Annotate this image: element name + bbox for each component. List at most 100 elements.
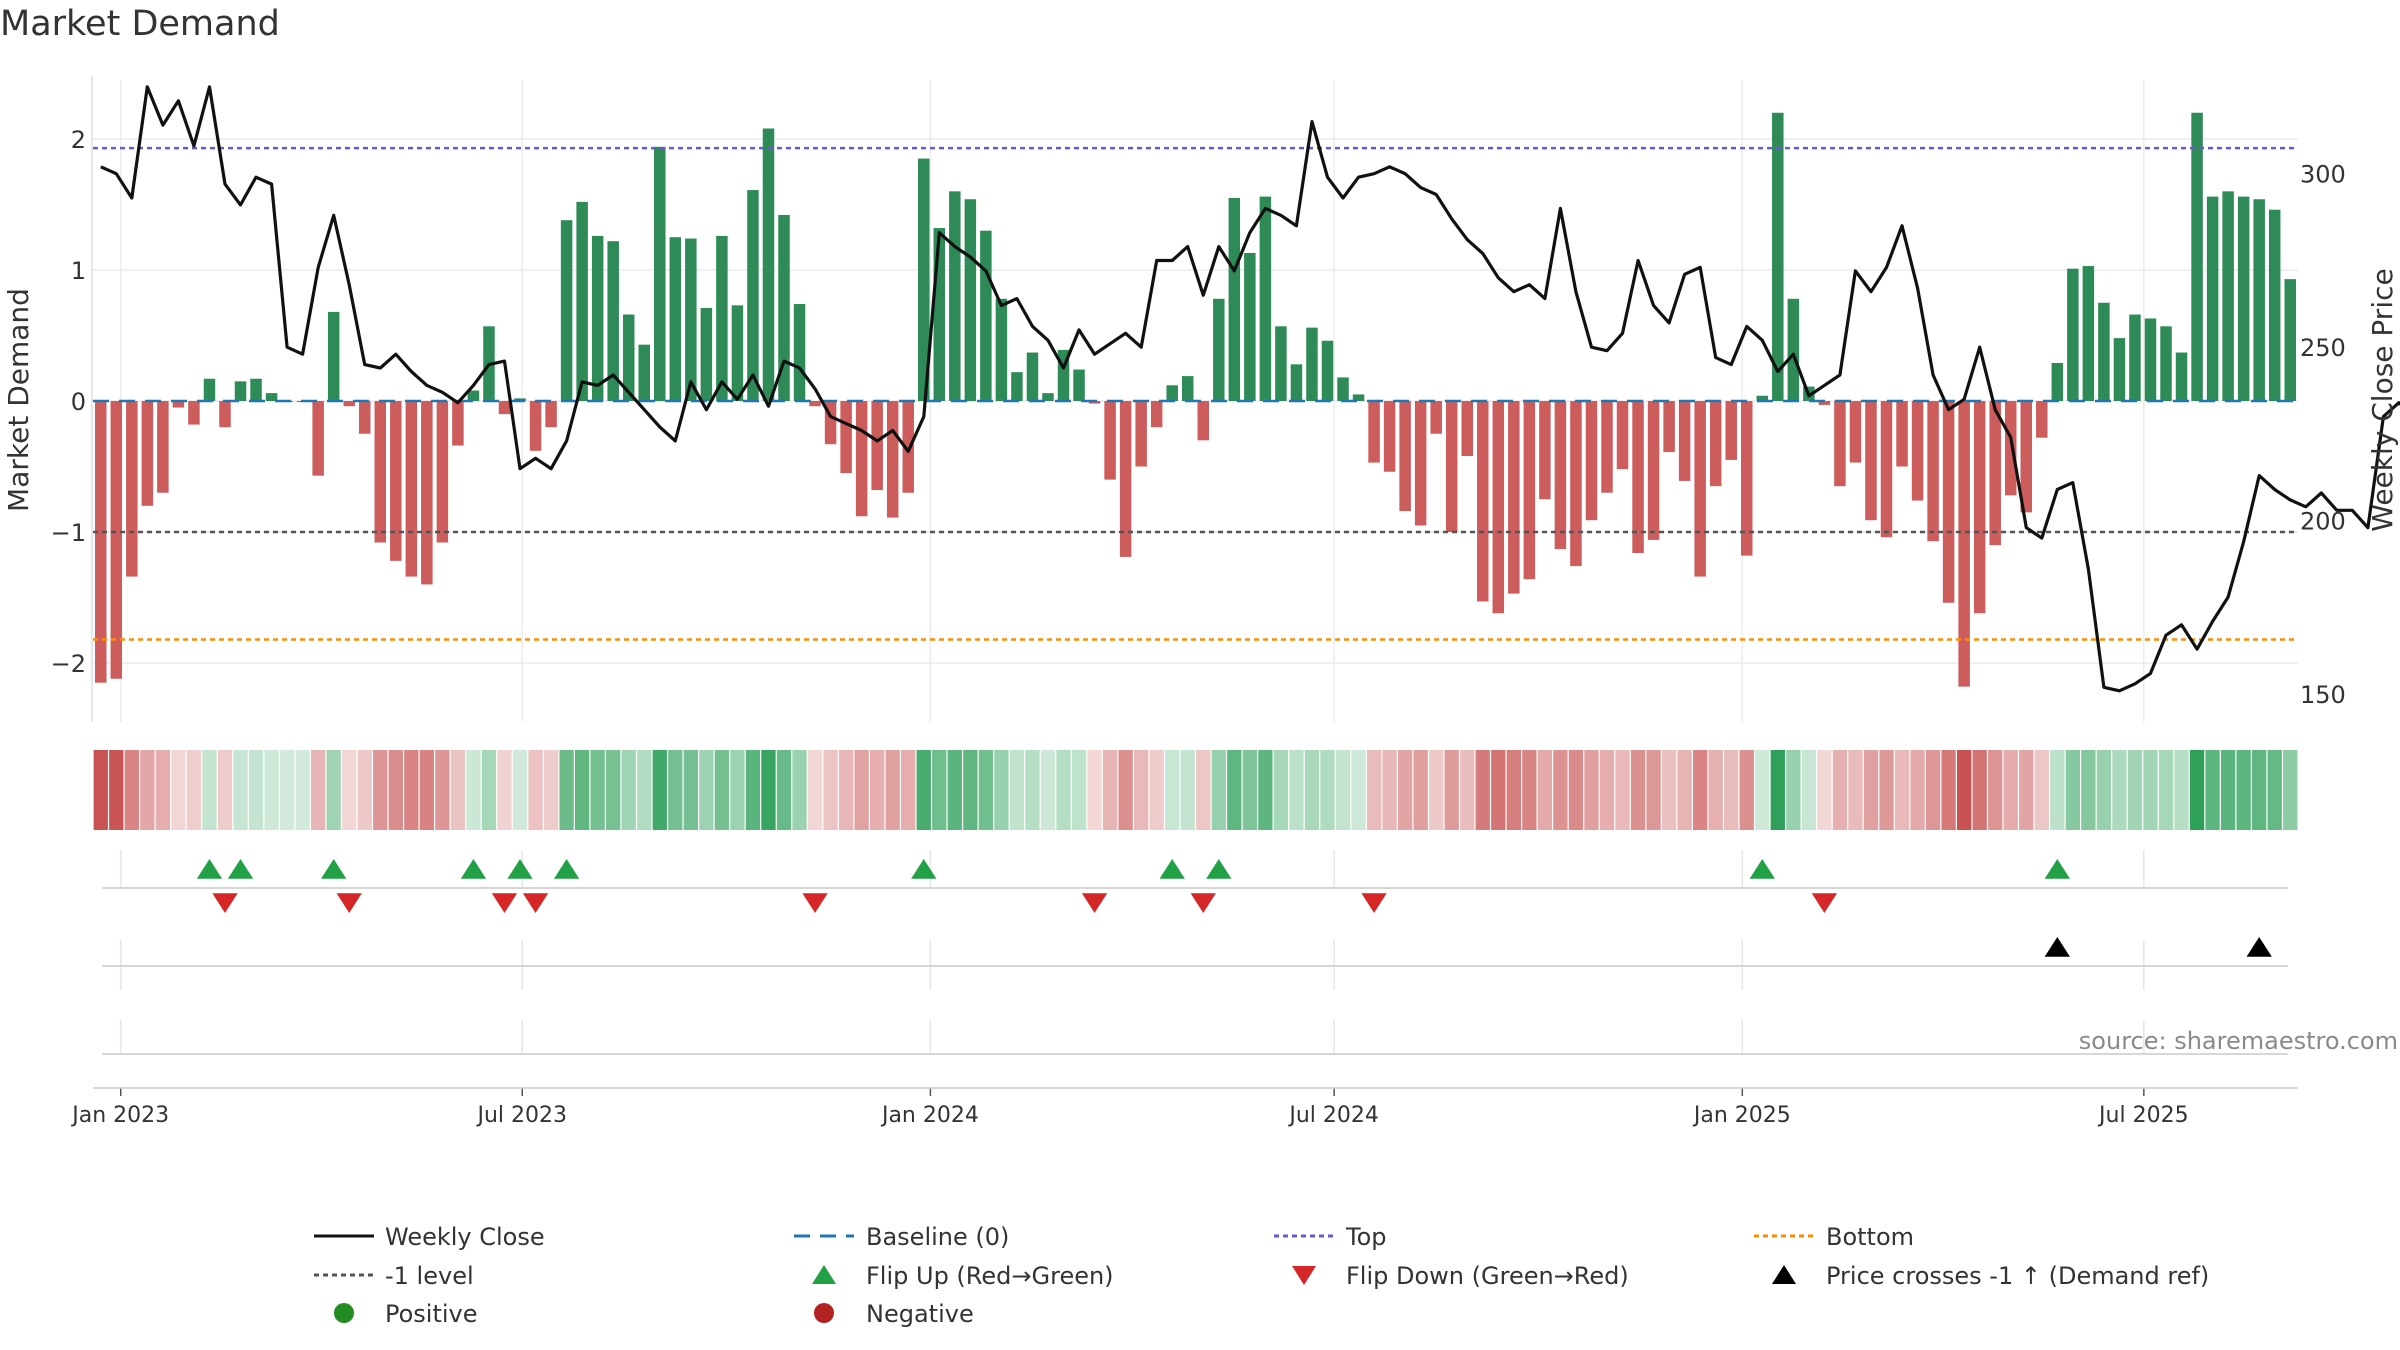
demand-bar bbox=[607, 241, 619, 401]
demand-bar bbox=[793, 304, 806, 401]
demand-bar bbox=[2082, 266, 2095, 401]
heat-cell bbox=[1335, 750, 1351, 830]
demand-bar bbox=[1244, 252, 1256, 401]
legend-price-cross-icon bbox=[1772, 1265, 1796, 1284]
y-tick-label: 2 bbox=[71, 126, 86, 154]
legend-flip-down-icon bbox=[1292, 1266, 1316, 1285]
heat-cell bbox=[2189, 750, 2205, 830]
demand-bar bbox=[995, 298, 1008, 401]
heat-cell bbox=[233, 750, 248, 830]
heat-cell bbox=[1988, 750, 2003, 830]
heat-cell bbox=[1599, 750, 1615, 830]
demand-bar bbox=[2051, 363, 2064, 401]
flip-down-marker bbox=[1081, 893, 1108, 913]
heat-cell bbox=[497, 750, 512, 830]
heat-cell bbox=[652, 750, 667, 830]
demand-bar bbox=[1958, 401, 1970, 687]
heat-cell bbox=[264, 750, 279, 830]
demand-bar bbox=[421, 401, 433, 585]
heat-cell bbox=[2127, 750, 2143, 830]
demand-bar bbox=[1026, 352, 1039, 401]
heat-cell bbox=[1444, 750, 1459, 830]
heat-cell bbox=[1382, 750, 1397, 830]
demand-bar bbox=[1430, 401, 1442, 434]
heat-cell bbox=[357, 750, 372, 830]
demand-bar bbox=[2113, 338, 2126, 401]
demand-bar bbox=[141, 401, 154, 506]
heat-cell bbox=[1397, 750, 1413, 830]
heat-cell bbox=[310, 750, 326, 830]
axes: Market Demand Weekly Close Price source:… bbox=[2, 76, 2399, 1128]
flip-down-marker bbox=[522, 893, 549, 913]
weekly-close-line bbox=[100, 85, 2400, 693]
heat-cell bbox=[109, 750, 124, 830]
demand-bar bbox=[405, 401, 418, 577]
flip-down-marker bbox=[1190, 893, 1216, 913]
heat-cell bbox=[1491, 750, 1506, 830]
demand-bar bbox=[265, 393, 278, 401]
heat-cell bbox=[1366, 750, 1382, 830]
demand-bar bbox=[2191, 112, 2203, 402]
heat-cell bbox=[1351, 750, 1366, 830]
flip-up-marker bbox=[227, 859, 254, 879]
demand-bar bbox=[1197, 401, 1210, 441]
demand-bar bbox=[1818, 401, 1831, 405]
heat-cell bbox=[668, 750, 683, 830]
demand-bar bbox=[467, 390, 480, 401]
demand-bar bbox=[2253, 199, 2265, 401]
heat-cell bbox=[2205, 750, 2220, 830]
heat-cell bbox=[2220, 750, 2236, 830]
legend-bottom: Bottom bbox=[1826, 1223, 1914, 1251]
demand-bar bbox=[2144, 318, 2157, 401]
y-tick-label: −2 bbox=[51, 650, 86, 678]
demand-bar bbox=[949, 191, 961, 401]
heat-cell bbox=[559, 750, 574, 830]
demand-bar bbox=[2206, 196, 2219, 401]
demand-bar bbox=[855, 401, 868, 517]
x-tick-label: Jan 2023 bbox=[70, 1103, 169, 1128]
heat-cell bbox=[2143, 750, 2158, 830]
legend-negative: Negative bbox=[866, 1300, 974, 1328]
demand-bar bbox=[1228, 197, 1241, 401]
demand-bar bbox=[1709, 401, 1722, 487]
x-tick-label: Jan 2024 bbox=[880, 1103, 979, 1128]
heat-cell bbox=[450, 750, 466, 830]
heat-cell bbox=[1708, 750, 1723, 830]
heat-cell bbox=[326, 750, 341, 830]
demand-bar bbox=[685, 238, 697, 401]
heat-cell bbox=[1149, 750, 1164, 830]
heat-cell bbox=[1165, 750, 1180, 830]
demand-bar bbox=[188, 401, 200, 425]
demand-bar bbox=[1057, 349, 1070, 401]
heat-cell bbox=[373, 750, 388, 830]
y-tick-label: 1 bbox=[71, 257, 86, 285]
demand-bar bbox=[654, 146, 666, 401]
demand-bar bbox=[2020, 401, 2033, 513]
heat-cell bbox=[1941, 750, 1956, 830]
heat-cell bbox=[1102, 750, 1118, 830]
heat-cell bbox=[1180, 750, 1195, 830]
flip-down-marker bbox=[212, 893, 238, 913]
demand-bar bbox=[638, 344, 650, 401]
demand-bar bbox=[1725, 401, 1737, 460]
heat-cell bbox=[1693, 750, 1708, 830]
legend-weekly-close: Weekly Close bbox=[385, 1223, 545, 1251]
demand-bar bbox=[2036, 401, 2048, 438]
heat-cell bbox=[1661, 750, 1677, 830]
demand-bar bbox=[529, 401, 542, 451]
demand-bar bbox=[498, 401, 511, 415]
demand-bar bbox=[1368, 401, 1380, 463]
demand-bar bbox=[126, 401, 138, 577]
heat-cell bbox=[854, 750, 869, 830]
heat-cell bbox=[342, 750, 357, 830]
demand-bar bbox=[312, 401, 324, 476]
heat-cell bbox=[1801, 750, 1817, 830]
demand-bar bbox=[1647, 401, 1660, 540]
signal-markers bbox=[196, 859, 2272, 957]
demand-bar bbox=[1694, 401, 1706, 577]
demand-bar bbox=[1927, 401, 1939, 542]
heat-cell bbox=[916, 750, 931, 830]
heat-cell bbox=[512, 750, 528, 830]
demand-bar bbox=[762, 128, 775, 402]
heat-cell bbox=[1786, 750, 1801, 830]
